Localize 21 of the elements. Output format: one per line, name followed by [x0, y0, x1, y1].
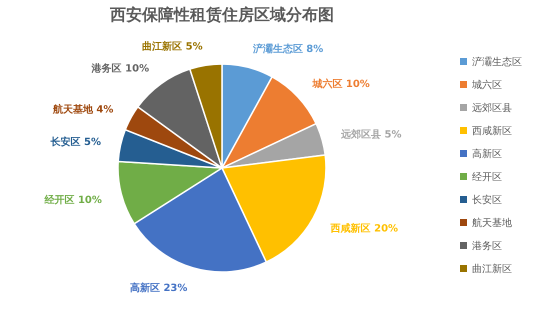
category-label: 高新区 23%: [130, 283, 188, 294]
legend-label: 航天基地: [472, 217, 512, 229]
legend-label: 远郊区县: [472, 102, 512, 114]
legend-label: 长安区: [472, 194, 502, 206]
category-label: 西咸新区 20%: [330, 224, 398, 235]
legend-label: 城六区: [471, 79, 502, 91]
legend-label: 高新区: [472, 148, 502, 160]
chart-title: 西安保障性租赁住房区域分布图: [109, 5, 334, 24]
legend-label: 港务区: [472, 240, 502, 252]
category-label: 城六区 10%: [312, 79, 370, 90]
category-label: 曲江新区 5%: [142, 42, 203, 53]
category-label: 浐灞生态区 8%: [252, 44, 324, 55]
category-label: 远郊区县 5%: [341, 129, 402, 140]
category-label: 经开区 10%: [44, 194, 102, 206]
legend-label: 曲江新区: [472, 263, 512, 275]
category-label: 长安区 5%: [50, 136, 101, 148]
legend-label: 浐灞生态区: [472, 56, 522, 68]
category-label: 港务区 10%: [92, 64, 150, 75]
legend-label: 经开区: [472, 171, 502, 183]
category-label: 航天基地 4%: [52, 104, 114, 116]
legend-label: 西咸新区: [472, 125, 512, 137]
